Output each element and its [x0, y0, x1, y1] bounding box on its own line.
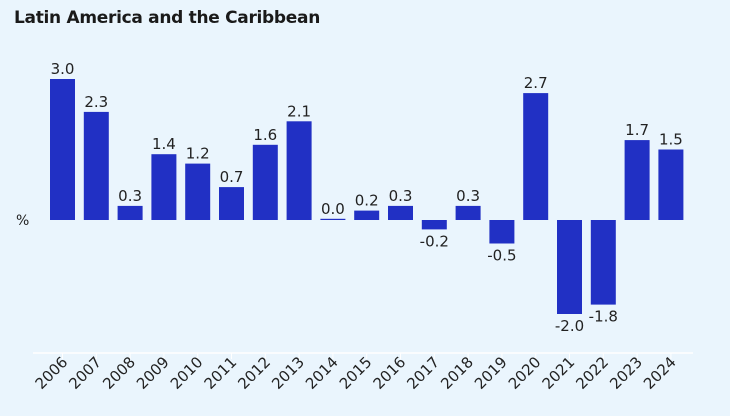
bar-2009 [151, 154, 177, 220]
bar-2015 [354, 210, 380, 220]
data-label-2021: -2.0 [555, 317, 584, 335]
x-tick-label-2016: 2016 [370, 353, 410, 393]
x-axis-tick-marks [62, 353, 672, 359]
x-tick-label-2013: 2013 [268, 353, 308, 393]
bar-2006 [50, 79, 75, 220]
data-label-2012: 1.6 [253, 126, 277, 144]
bar-2018 [455, 205, 481, 220]
x-tick-label-2021: 2021 [539, 353, 579, 393]
x-tick-label-2014: 2014 [302, 353, 342, 393]
bar-2007 [83, 111, 109, 220]
data-labels: 3.0 2.3 0.3 1.4 1.2 0.7 1.6 2.1 0.0 0.2 0.3 -0.2 0.3… [51, 60, 683, 335]
data-label-2020: 2.7 [524, 74, 548, 92]
x-tick-label-2011: 2011 [201, 353, 241, 393]
data-label-2013: 2.1 [287, 102, 311, 120]
x-axis-tick-labels: 2006200720082009201020112012201320142015… [32, 353, 680, 393]
y-axis-label: % [16, 213, 29, 229]
data-label-2009: 1.4 [152, 135, 176, 153]
x-tick-label-2007: 2007 [65, 353, 105, 393]
data-label-2018: 0.3 [456, 187, 480, 205]
chart-title: Latin America and the Caribbean [14, 8, 320, 28]
bar-2012 [252, 144, 278, 220]
x-tick-label-2020: 2020 [505, 353, 545, 393]
x-tick-label-2015: 2015 [336, 353, 376, 393]
bar-2021 [557, 220, 582, 314]
data-label-2023: 1.7 [625, 121, 649, 139]
x-tick-label-2022: 2022 [572, 353, 612, 393]
bar-series [50, 79, 684, 314]
data-label-2016: 0.3 [389, 187, 413, 205]
bar-2019 [489, 220, 515, 244]
x-tick-label-2023: 2023 [606, 353, 646, 393]
data-label-2015: 0.2 [355, 192, 379, 210]
x-tick-label-2018: 2018 [437, 353, 477, 393]
bar-2022 [590, 220, 616, 305]
x-tick-label-2010: 2010 [167, 353, 207, 393]
bar-2010 [185, 163, 211, 220]
bar-2008 [117, 205, 143, 220]
x-tick-label-2012: 2012 [234, 353, 274, 393]
x-tick-label-2006: 2006 [32, 353, 72, 393]
bar-2017 [421, 220, 447, 230]
data-label-2014: 0.0 [321, 200, 345, 218]
data-label-2008: 0.3 [118, 187, 142, 205]
data-label-2019: -0.5 [487, 247, 516, 265]
x-tick-label-2017: 2017 [403, 353, 443, 393]
bar-2016 [388, 205, 413, 220]
bar-2023 [624, 140, 650, 220]
data-label-2024: 1.5 [659, 131, 683, 149]
bar-2020 [523, 93, 549, 220]
data-label-2011: 0.7 [220, 168, 244, 186]
data-label-2017: -0.2 [420, 232, 449, 250]
data-label-2010: 1.2 [186, 145, 210, 163]
x-tick-label-2009: 2009 [133, 353, 173, 393]
data-label-2006: 3.0 [51, 60, 75, 78]
x-tick-label-2019: 2019 [471, 353, 511, 393]
bar-2024 [658, 149, 684, 220]
data-label-2022: -1.8 [589, 308, 618, 326]
x-tick-label-2024: 2024 [640, 353, 680, 393]
bar-2013 [286, 121, 312, 220]
data-label-2007: 2.3 [84, 93, 108, 111]
bar-2011 [219, 187, 244, 220]
x-tick-label-2008: 2008 [99, 353, 139, 393]
bar-2014 [320, 218, 346, 220]
